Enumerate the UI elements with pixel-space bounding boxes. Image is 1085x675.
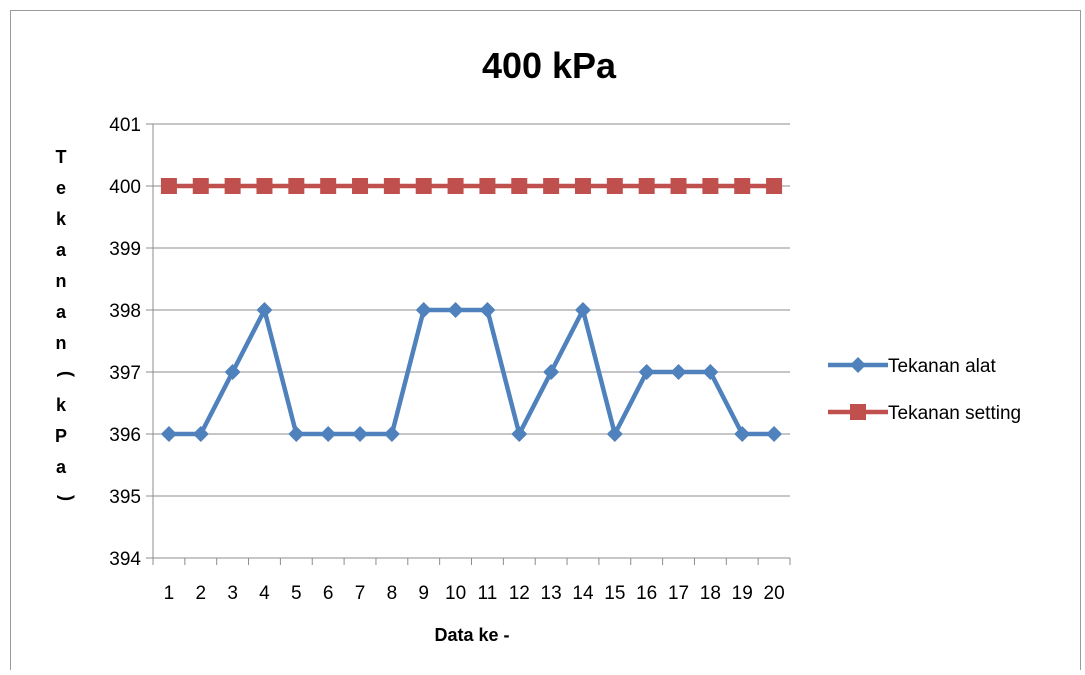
y-tick-label: 401 bbox=[109, 115, 141, 136]
series-group bbox=[160, 178, 783, 442]
y-axis-title-char: T bbox=[56, 147, 67, 167]
data-point-marker bbox=[160, 178, 177, 194]
legend-item: Tekanan setting bbox=[828, 403, 1021, 424]
y-tick-label: 400 bbox=[109, 177, 141, 198]
x-tick-label: 10 bbox=[445, 583, 466, 604]
data-point-marker bbox=[479, 302, 496, 318]
x-tick-label: 13 bbox=[541, 583, 562, 604]
data-point-marker bbox=[702, 364, 719, 380]
x-tick-label: 7 bbox=[355, 583, 366, 604]
x-tick-label: 20 bbox=[764, 583, 785, 604]
y-axis-title-char: k bbox=[56, 395, 67, 415]
data-point-marker bbox=[447, 178, 464, 194]
x-tick-label: 5 bbox=[291, 583, 302, 604]
y-axis-title-char: a bbox=[56, 302, 67, 322]
data-point-marker bbox=[320, 178, 337, 194]
data-point-marker bbox=[670, 364, 687, 380]
data-point-marker bbox=[352, 178, 369, 194]
legend-label: Tekanan setting bbox=[888, 403, 1021, 424]
data-point-marker bbox=[192, 426, 209, 442]
y-axis-ticks: 394 395 396 397 398 399 400 401 bbox=[109, 115, 153, 570]
y-axis-title-char: e bbox=[56, 178, 66, 198]
x-tick-label: 11 bbox=[478, 583, 498, 604]
x-tick-label: 16 bbox=[636, 583, 657, 604]
series-tekanan-alat bbox=[160, 302, 783, 442]
y-axis-title-char: a bbox=[56, 240, 67, 260]
legend-marker bbox=[850, 357, 866, 373]
x-tick-label: 8 bbox=[387, 583, 398, 604]
data-point-marker bbox=[638, 364, 655, 380]
y-axis-title-char: P bbox=[55, 426, 67, 446]
y-axis-title-char: ( bbox=[57, 371, 77, 377]
y-axis-title-char: k bbox=[56, 209, 67, 229]
data-point-marker bbox=[479, 178, 496, 194]
y-tick-label: 399 bbox=[109, 239, 141, 260]
data-point-marker bbox=[574, 302, 591, 318]
data-point-marker bbox=[543, 364, 560, 380]
legend-marker bbox=[850, 404, 866, 420]
data-point-marker bbox=[256, 178, 273, 194]
x-axis-title: Data ke - bbox=[434, 625, 509, 645]
y-tick-label: 396 bbox=[109, 425, 141, 446]
data-point-marker bbox=[702, 178, 719, 194]
data-point-marker bbox=[638, 178, 655, 194]
data-point-marker bbox=[766, 426, 783, 442]
x-axis-ticks: 1 2 3 4 5 6 7 8 9 10 11 12 13 14 15 16 17 18 19 20 bbox=[152, 558, 791, 604]
y-axis-title-char: ) bbox=[57, 495, 77, 501]
data-point-marker bbox=[383, 426, 400, 442]
data-point-marker bbox=[224, 178, 241, 194]
legend-item: Tekanan alat bbox=[828, 356, 996, 377]
data-point-marker bbox=[352, 426, 369, 442]
x-tick-label: 6 bbox=[323, 583, 334, 604]
data-point-marker bbox=[320, 426, 337, 442]
data-point-marker bbox=[224, 364, 241, 380]
data-point-marker bbox=[574, 178, 591, 194]
data-point-marker bbox=[256, 302, 273, 318]
data-point-marker bbox=[511, 426, 528, 442]
legend-label: Tekanan alat bbox=[888, 356, 996, 377]
data-point-marker bbox=[766, 178, 783, 194]
data-point-marker bbox=[383, 178, 400, 194]
x-tick-label: 19 bbox=[732, 583, 753, 604]
chart-frame bbox=[10, 10, 1081, 670]
x-tick-label: 17 bbox=[668, 583, 689, 604]
data-point-marker bbox=[734, 426, 751, 442]
data-point-marker bbox=[288, 178, 305, 194]
y-axis-title-char: a bbox=[56, 457, 67, 477]
y-tick-label: 394 bbox=[109, 549, 141, 570]
y-tick-label: 395 bbox=[109, 487, 141, 508]
data-point-marker bbox=[543, 178, 560, 194]
x-tick-label: 14 bbox=[572, 583, 594, 604]
x-tick-label: 2 bbox=[195, 583, 206, 604]
data-point-marker bbox=[415, 302, 432, 318]
data-point-marker bbox=[415, 178, 432, 194]
data-point-marker bbox=[606, 426, 623, 442]
chart-title: 400 kPa bbox=[482, 45, 617, 86]
x-tick-label: 1 bbox=[164, 583, 175, 604]
data-point-marker bbox=[670, 178, 687, 194]
x-tick-label: 3 bbox=[227, 583, 238, 604]
data-point-marker bbox=[734, 178, 751, 194]
x-tick-label: 9 bbox=[418, 583, 429, 604]
data-point-marker bbox=[447, 302, 464, 318]
data-point-marker bbox=[606, 178, 623, 194]
x-tick-label: 12 bbox=[509, 583, 530, 604]
data-point-marker bbox=[511, 178, 528, 194]
y-tick-label: 397 bbox=[109, 363, 141, 384]
legend: Tekanan alat Tekanan setting bbox=[828, 356, 1021, 424]
data-point-marker bbox=[160, 426, 177, 442]
data-point-marker bbox=[288, 426, 305, 442]
x-tick-label: 15 bbox=[604, 583, 625, 604]
x-tick-label: 4 bbox=[259, 583, 270, 604]
y-tick-label: 398 bbox=[109, 301, 141, 322]
x-tick-label: 18 bbox=[700, 583, 721, 604]
y-axis-title-char: n bbox=[56, 333, 67, 353]
data-point-marker bbox=[192, 178, 209, 194]
y-axis-title-char: n bbox=[56, 271, 67, 291]
y-axis-title: Tekanan(kPa) bbox=[55, 147, 77, 501]
series-tekanan-setting bbox=[160, 178, 783, 194]
